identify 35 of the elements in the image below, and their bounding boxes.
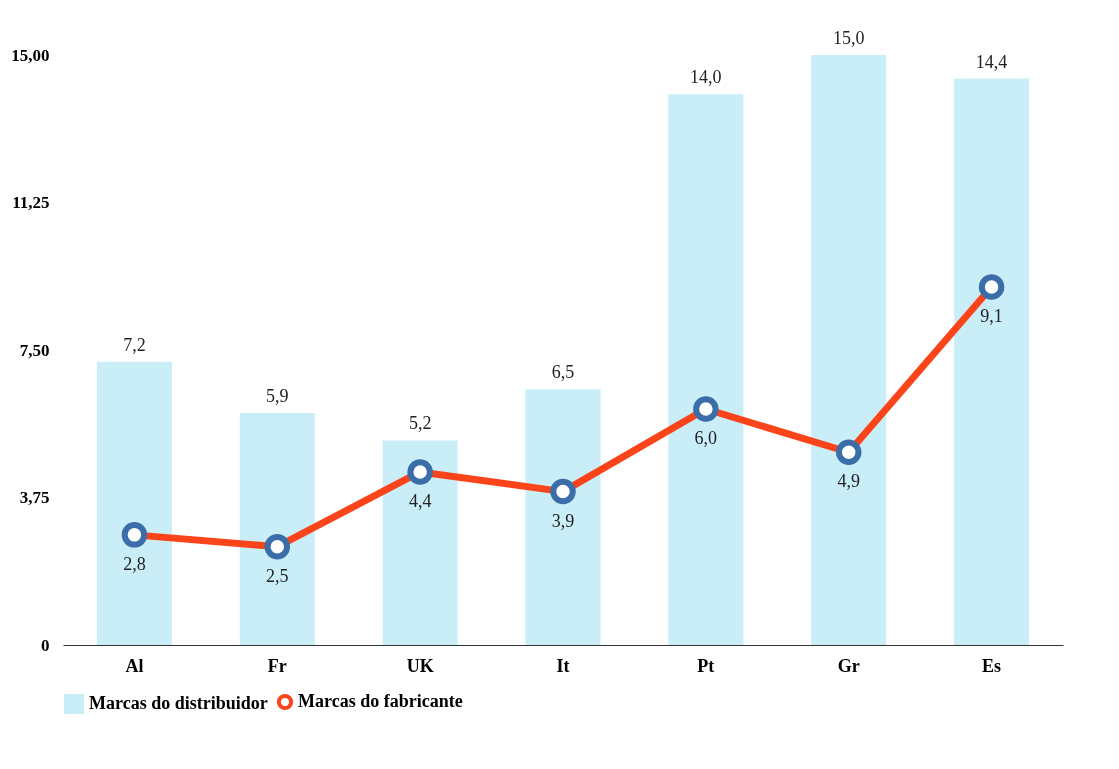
legend-label: Marcas do fabricante [298, 691, 463, 711]
bar [96, 361, 172, 645]
bar [525, 389, 601, 645]
data-label: 2,8 [123, 553, 146, 574]
bar [239, 412, 315, 645]
data-label: 14,0 [690, 67, 722, 88]
x-tick-label: Al [125, 655, 144, 676]
data-label: 3,9 [551, 510, 575, 531]
y-tick-label: 11,25 [12, 193, 50, 212]
bar [811, 55, 887, 645]
data-label: 6,0 [694, 428, 718, 448]
data-label: 4,4 [408, 490, 432, 511]
x-tick-label: Pt [697, 655, 715, 676]
x-tick-label: UK [406, 655, 434, 676]
data-label: 7,2 [123, 334, 146, 355]
bar [668, 94, 744, 645]
bar [382, 440, 458, 645]
x-tick-label: Es [982, 655, 1002, 676]
y-tick-label: 0 [41, 635, 50, 655]
y-tick-label: 7,50 [19, 340, 50, 360]
x-tick-label: It [556, 655, 570, 676]
data-label: 15,0 [832, 28, 865, 48]
bar [954, 78, 1030, 645]
y-tick-label: 3,75 [19, 488, 50, 507]
data-label: 5,9 [266, 385, 289, 406]
y-tick-label: 15,00 [11, 45, 50, 65]
data-label: 4,9 [837, 471, 860, 492]
data-label: 5,2 [408, 413, 432, 434]
x-tick-label: Gr [837, 655, 860, 676]
data-label: 2,5 [266, 565, 289, 586]
data-label: 9,1 [980, 306, 1003, 327]
data-label: 6,5 [551, 362, 575, 383]
legend-label: Marcas do distribuidor [89, 693, 268, 713]
x-tick-label: Fr [267, 655, 287, 676]
data-label: 14,4 [975, 51, 1008, 72]
